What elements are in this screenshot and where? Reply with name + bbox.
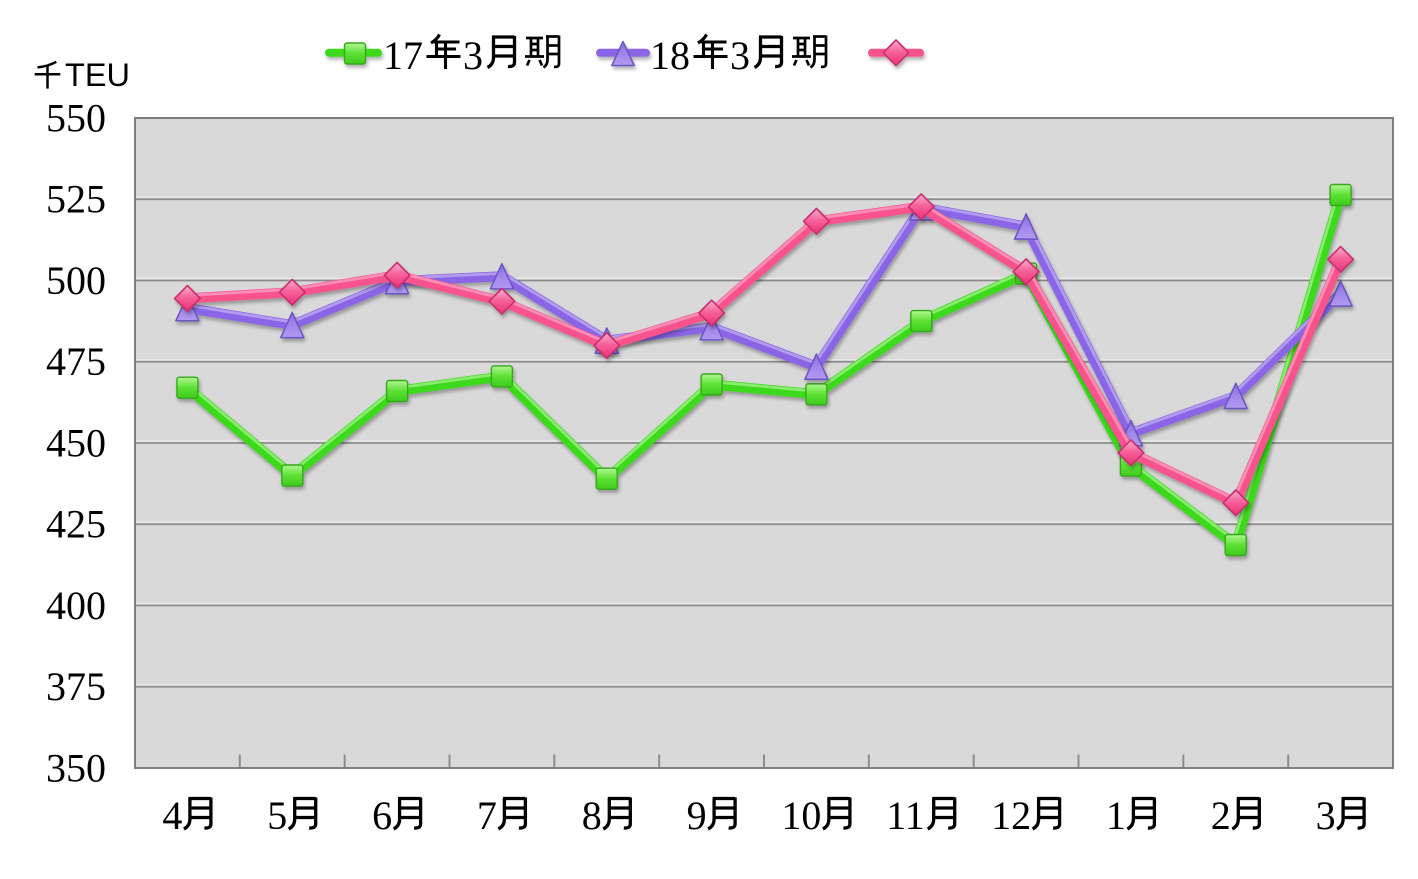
svg-text:3: 3 bbox=[730, 33, 750, 78]
svg-text:350: 350 bbox=[46, 745, 106, 790]
svg-text:450: 450 bbox=[46, 420, 106, 465]
svg-text:8: 8 bbox=[582, 793, 602, 838]
svg-text:TEU: TEU bbox=[65, 57, 130, 93]
svg-text:3: 3 bbox=[463, 33, 483, 78]
svg-text:400: 400 bbox=[46, 583, 106, 628]
svg-text:1: 1 bbox=[1106, 793, 1126, 838]
svg-text:475: 475 bbox=[46, 339, 106, 384]
svg-text:18: 18 bbox=[650, 33, 690, 78]
svg-text:425: 425 bbox=[46, 502, 106, 547]
svg-text:375: 375 bbox=[46, 664, 106, 709]
svg-text:5: 5 bbox=[267, 793, 287, 838]
svg-text:525: 525 bbox=[46, 177, 106, 222]
svg-text:11: 11 bbox=[886, 793, 925, 838]
svg-text:17: 17 bbox=[383, 33, 423, 78]
svg-text:10: 10 bbox=[781, 793, 821, 838]
svg-text:12: 12 bbox=[991, 793, 1031, 838]
svg-text:3: 3 bbox=[1316, 793, 1336, 838]
svg-text:2: 2 bbox=[1211, 793, 1231, 838]
svg-text:500: 500 bbox=[46, 258, 106, 303]
svg-text:6: 6 bbox=[372, 793, 392, 838]
svg-text:7: 7 bbox=[477, 793, 497, 838]
svg-text:550: 550 bbox=[46, 95, 106, 140]
svg-text:9: 9 bbox=[687, 793, 707, 838]
svg-text:4: 4 bbox=[162, 793, 182, 838]
